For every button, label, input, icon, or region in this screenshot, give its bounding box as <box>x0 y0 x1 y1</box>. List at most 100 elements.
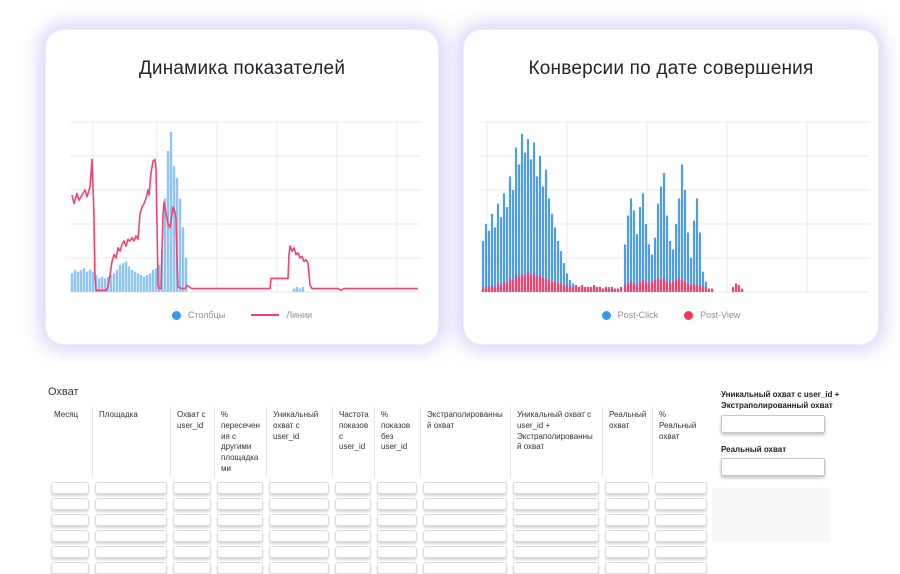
table-cell-skeleton <box>377 513 417 526</box>
legend-item-bars[interactable]: Столбцы <box>171 310 226 320</box>
table-cell-skeleton <box>423 529 507 542</box>
table-cell-skeleton <box>95 497 167 510</box>
table-cell-skeleton <box>605 497 649 510</box>
table-cell-skeleton <box>655 497 707 510</box>
unique-extrapolated-reach-value-box[interactable] <box>721 414 825 433</box>
reach-table-title: Охват <box>48 386 79 398</box>
side-field-real-reach: Реальный охват <box>712 445 862 477</box>
table-cell-skeleton <box>269 481 329 494</box>
table-cell-skeleton <box>95 513 167 526</box>
table-cell-skeleton <box>335 545 371 558</box>
legend-dot-icon <box>684 310 694 320</box>
legend-label: Линии <box>286 310 313 320</box>
table-cell-skeleton <box>173 481 211 494</box>
legend-label: Post-View <box>700 310 741 320</box>
table-row <box>48 512 710 528</box>
conversions-card: Конверсии по дате совершения Post-Click … <box>464 30 878 344</box>
table-cell-skeleton <box>269 497 329 510</box>
table-cell-skeleton <box>513 481 599 494</box>
column-header: Площадка <box>92 407 170 478</box>
side-field-unique-extrapolated: Уникальный охват с user_id + Экстраполир… <box>712 390 862 433</box>
table-cell-skeleton <box>605 529 649 542</box>
table-cell-skeleton <box>377 545 417 558</box>
table-cell-skeleton <box>51 561 89 574</box>
table-cell-skeleton <box>173 545 211 558</box>
table-cell-skeleton <box>605 545 649 558</box>
side-field-label: Уникальный охват с user_id + Экстраполир… <box>721 390 840 410</box>
table-cell-skeleton <box>377 497 417 510</box>
real-reach-value-box[interactable] <box>721 458 825 477</box>
table-cell-skeleton <box>51 513 89 526</box>
conversions-chart-title: Конверсии по дате совершения <box>528 58 814 79</box>
dynamics-legend: Столбцы Линии <box>46 310 438 320</box>
table-row <box>48 544 710 560</box>
table-cell-skeleton <box>217 529 263 542</box>
column-header: % Реальный охват <box>652 407 710 478</box>
legend-label: Столбцы <box>187 310 226 320</box>
table-cell-skeleton <box>513 529 599 542</box>
side-placeholder-panel <box>712 488 830 543</box>
column-header: Частота показов с user_id <box>332 407 374 478</box>
table-cell-skeleton <box>95 529 167 542</box>
table-row <box>48 480 710 496</box>
table-cell-skeleton <box>51 497 89 510</box>
table-cell-skeleton <box>513 513 599 526</box>
table-cell-skeleton <box>269 561 329 574</box>
table-cell-skeleton <box>217 561 263 574</box>
legend-label: Post-Click <box>617 310 659 320</box>
table-cell-skeleton <box>655 481 707 494</box>
table-cell-skeleton <box>95 545 167 558</box>
conversions-chart-canvas <box>480 121 870 293</box>
table-cell-skeleton <box>423 561 507 574</box>
table-cell-skeleton <box>423 481 507 494</box>
table-cell-skeleton <box>605 561 649 574</box>
column-header: Экстраполированный охват <box>420 407 510 478</box>
legend-line-icon <box>251 314 280 316</box>
table-cell-skeleton <box>423 497 507 510</box>
reach-table: Охват ... Месяц Площадка Охват с user_id% … <box>48 385 731 574</box>
conversions-legend: Post-Click Post-View <box>464 310 878 320</box>
dynamics-chart-title: Динамика показателей <box>138 58 346 79</box>
table-cell-skeleton <box>173 497 211 510</box>
table-cell-skeleton <box>173 529 211 542</box>
table-cell-skeleton <box>95 481 167 494</box>
table-row <box>48 528 710 544</box>
legend-item-line[interactable]: Линии <box>251 310 312 320</box>
table-cell-skeleton <box>51 529 89 542</box>
table-cell-skeleton <box>335 513 371 526</box>
table-cell-skeleton <box>377 529 417 542</box>
legend-item-post-view[interactable]: Post-View <box>684 310 740 320</box>
table-cell-skeleton <box>655 561 707 574</box>
column-header: Уникальный охват с user_id + Экстраполир… <box>510 407 602 478</box>
table-cell-skeleton <box>655 529 707 542</box>
column-header: Реальный охват <box>602 407 652 478</box>
table-cell-skeleton <box>217 481 263 494</box>
dynamics-card: Динамика показателей Столбцы Линии <box>46 30 438 344</box>
table-cell-skeleton <box>217 545 263 558</box>
table-cell-skeleton <box>269 545 329 558</box>
side-panel: Уникальный охват с user_id + Экстраполир… <box>712 390 862 543</box>
table-cell-skeleton <box>423 513 507 526</box>
table-cell-skeleton <box>335 529 371 542</box>
legend-dot-icon <box>601 310 611 320</box>
column-header: Месяц <box>54 410 79 419</box>
table-cell-skeleton <box>217 513 263 526</box>
conversions-chart <box>480 120 878 298</box>
table-cell-skeleton <box>217 497 263 510</box>
table-cell-skeleton <box>513 497 599 510</box>
table-cell-skeleton <box>335 561 371 574</box>
table-cell-skeleton <box>423 545 507 558</box>
table-cell-skeleton <box>513 561 599 574</box>
table-cell-skeleton <box>173 513 211 526</box>
legend-dot-icon <box>171 310 181 320</box>
table-cell-skeleton <box>173 561 211 574</box>
table-cell-skeleton <box>51 545 89 558</box>
table-row <box>48 496 710 512</box>
column-header: Охват с user_id <box>170 407 214 478</box>
table-cell-skeleton <box>335 497 371 510</box>
table-cell-skeleton <box>269 529 329 542</box>
table-header-row: Месяц Площадка Охват с user_id% пересечени… <box>48 407 710 478</box>
column-header: Уникальный охват с user_id <box>266 407 332 478</box>
table-body <box>48 480 710 574</box>
legend-item-post-click[interactable]: Post-Click <box>601 310 659 320</box>
